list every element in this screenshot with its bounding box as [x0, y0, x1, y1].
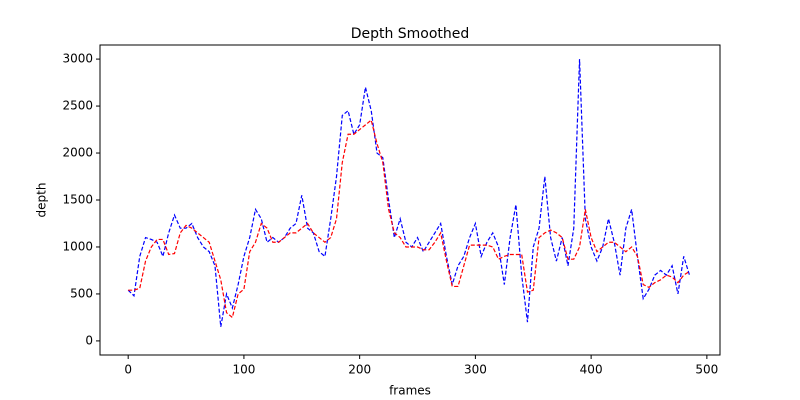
- plot-frame: [99, 44, 721, 356]
- y-axis-label: depth: [35, 183, 49, 218]
- y-tick-label: 3000: [62, 52, 93, 66]
- y-tick-label: 2500: [62, 99, 93, 113]
- x-tick-label: 0: [124, 363, 132, 377]
- data-line: [128, 119, 690, 319]
- x-axis-label: frames: [389, 384, 431, 398]
- data-line: [127, 59, 691, 327]
- x-tick-label: 400: [580, 363, 603, 377]
- y-tick-label: 500: [70, 286, 93, 300]
- y-tick-label: 0: [85, 333, 93, 347]
- x-tick-label: 100: [232, 363, 255, 377]
- chart-title: Depth Smoothed: [351, 26, 470, 42]
- y-tick-label: 2000: [62, 146, 93, 160]
- x-tick-label: 500: [695, 363, 718, 377]
- y-tick-label: 1500: [62, 193, 93, 207]
- x-tick-label: 200: [348, 363, 371, 377]
- y-tick-label: 1000: [62, 239, 93, 253]
- x-tick-label: 300: [464, 363, 487, 377]
